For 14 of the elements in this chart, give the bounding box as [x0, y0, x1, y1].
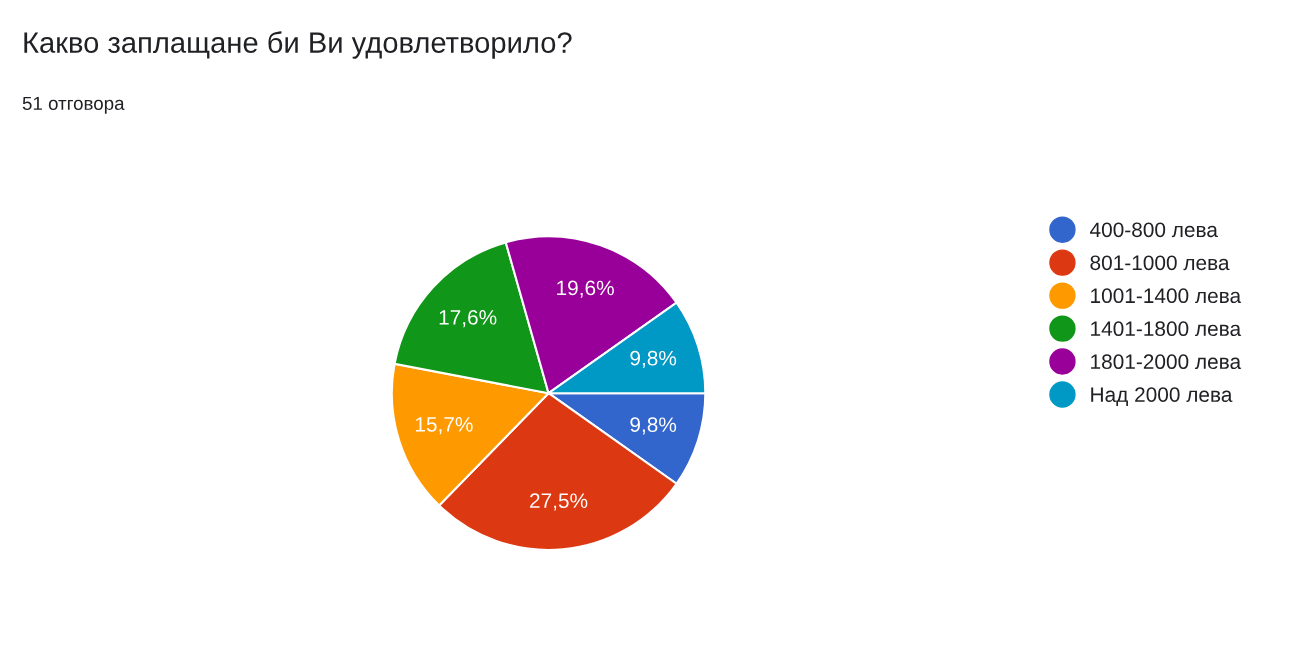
data-label: 15,7%	[415, 417, 473, 435]
text: 51 отговора	[22, 96, 125, 114]
legend-label: Над 2000 лева	[1091, 387, 1233, 406]
legend-label: 1801-2000 лева	[1091, 354, 1242, 370]
legend-label: 801-1000 лева	[1090, 255, 1230, 271]
chart-title: Какво заплащане би Ви удовлетворило?	[24, 31, 572, 59]
data-label: 19,6%	[557, 280, 614, 298]
data-label: 9,8%	[630, 350, 677, 368]
data-label: 17,6%	[439, 309, 497, 328]
legend-label: 400-800 лева	[1090, 222, 1218, 238]
legend-label: 1401-1800 лева	[1091, 321, 1242, 337]
legend-label: 1001-1400 лева	[1091, 288, 1242, 304]
data-label: 9,8%	[630, 417, 677, 435]
data-label: 27,5%	[530, 493, 588, 511]
